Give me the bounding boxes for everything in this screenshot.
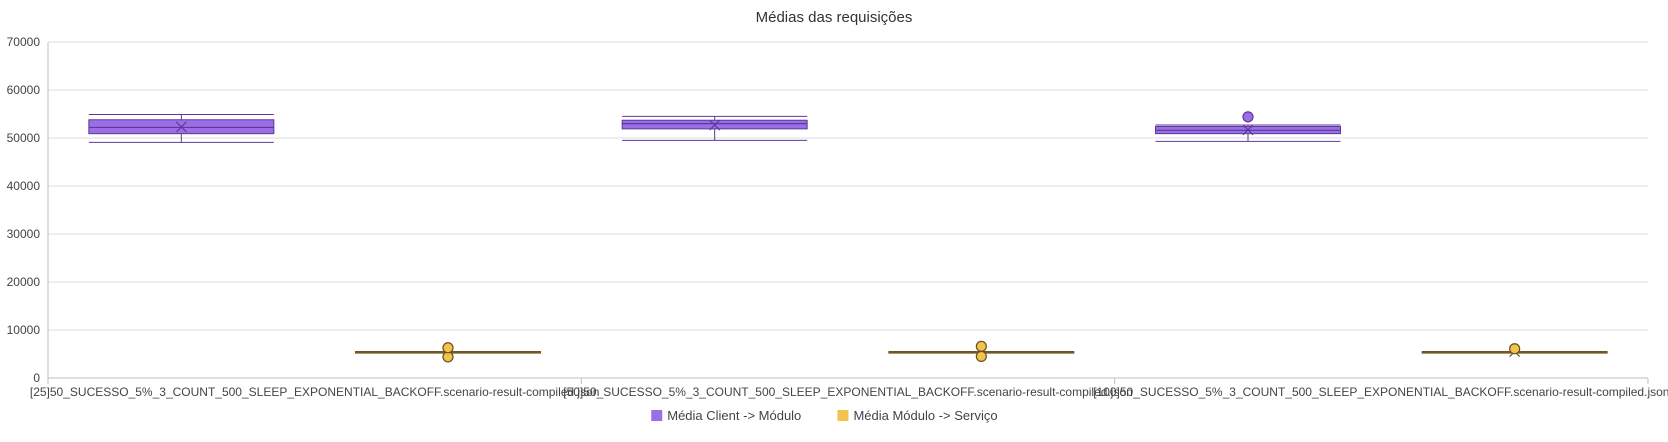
box-outlier-point[interactable] [1242,111,1254,123]
y-tick-label: 20000 [7,275,41,289]
boxes-layer [88,111,1608,363]
legend-swatch [651,410,663,421]
y-tick-label: 30000 [7,227,41,241]
y-tick-label: 50000 [7,131,41,145]
y-tick-label: 10000 [7,323,41,337]
box-outlier-point[interactable] [975,340,987,352]
series-group [88,111,1341,143]
grid-layer [48,41,1648,379]
legend-item[interactable]: Média Client -> Módulo [651,408,801,423]
legend-label: Média Client -> Módulo [667,408,801,423]
box-mean-marker [1242,124,1254,136]
y-tick-label: 40000 [7,179,41,193]
legend: Média Client -> Módulo Média Módulo -> Se… [651,408,998,423]
x-category-label: [50]50_SUCESSO_5%_3_COUNT_500_SLEEP_EXPO… [563,385,1133,399]
box-outlier-point[interactable] [442,342,454,354]
x-category-label: [100]50_SUCESSO_5%_3_COUNT_500_SLEEP_EXP… [1093,385,1668,399]
x-axis: [25]50_SUCESSO_5%_3_COUNT_500_SLEEP_EXPO… [30,378,1668,399]
box-mean-marker [709,119,721,131]
y-tick-label: 60000 [7,83,41,97]
box-outlier-point[interactable] [442,351,454,363]
box-outlier-point[interactable] [1509,343,1521,355]
x-category-label: [25]50_SUCESSO_5%_3_COUNT_500_SLEEP_EXPO… [30,385,600,399]
legend-item[interactable]: Média Módulo -> Serviço [837,408,998,423]
y-tick-label: 70000 [7,35,41,49]
chart-title: Médias das requisições [756,9,913,26]
legend-swatch [837,410,849,421]
box-mean-marker [175,121,187,133]
y-axis: 0 10000 20000 30000 40000 50000 60000 70000 [7,35,49,385]
legend-label: Média Módulo -> Serviço [853,408,997,423]
box-outlier-point[interactable] [975,350,987,362]
series-group [355,340,1608,363]
y-tick-label: 0 [33,371,40,385]
